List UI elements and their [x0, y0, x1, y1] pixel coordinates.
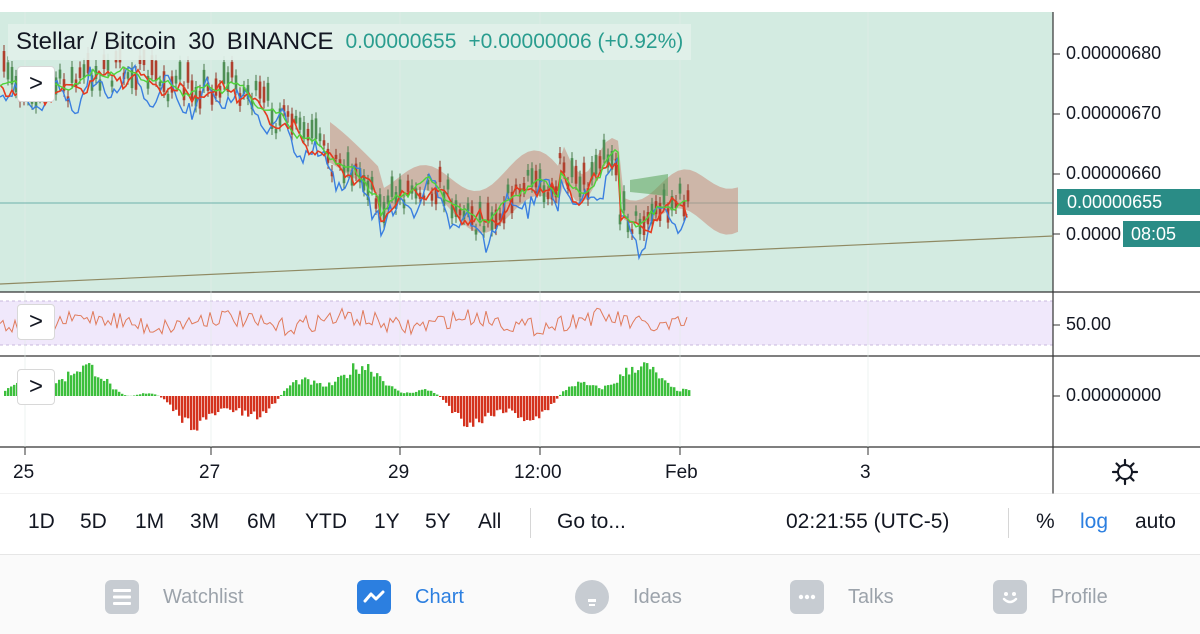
symbol-legend[interactable]: Stellar / Bitcoin 30 BINANCE 0.00000655 …	[8, 24, 692, 60]
macd-level-label: 0.00000000	[1066, 385, 1162, 405]
range-1m-button[interactable]: 1M	[135, 510, 165, 533]
range-1d-button[interactable]: 1D	[28, 510, 55, 533]
lagging-span-line	[0, 63, 688, 261]
time-axis-label: 29	[388, 462, 410, 483]
time-axis-label: Feb	[665, 462, 698, 483]
symbol-name: Stellar / Bitcoin	[16, 28, 177, 55]
percent-scale-toggle[interactable]: %	[1036, 510, 1055, 533]
chart-canvas[interactable]	[0, 0, 1200, 494]
tab-profile[interactable]: Profile	[993, 579, 1108, 615]
log-scale-toggle[interactable]: log	[1080, 510, 1109, 533]
toolbar-divider	[1008, 508, 1009, 538]
tab-chart[interactable]: Chart	[357, 579, 464, 615]
range-6m-button[interactable]: 6M	[247, 510, 277, 533]
rsi-level-label: 50.00	[1066, 314, 1112, 334]
range-toolbar: 1D 5D 1M 3M 6M YTD 1Y 5Y All Go to... 02…	[0, 494, 1200, 554]
clock-timezone[interactable]: 02:21:55 (UTC-5)	[786, 510, 950, 533]
tab-label: Chart	[415, 585, 464, 608]
base-line	[0, 66, 688, 228]
list-icon	[105, 580, 139, 614]
range-5y-button[interactable]: 5Y	[425, 510, 451, 533]
bar-countdown-tag: 08:05	[1123, 221, 1200, 247]
trend-line	[0, 235, 1054, 285]
chevron-right-icon: >	[28, 373, 43, 400]
legend-change: +0.00000006 (+0.92%)	[468, 30, 684, 53]
chevron-right-icon: >	[28, 308, 43, 335]
current-price-tag: 0.00000655	[1057, 189, 1200, 215]
conversion-line	[0, 68, 688, 234]
time-axis-label: 3	[860, 462, 871, 483]
main-pane-toggle-button[interactable]: >	[17, 66, 55, 102]
gear-icon[interactable]	[1110, 457, 1140, 487]
tab-label: Talks	[848, 585, 894, 608]
tab-watchlist[interactable]: Watchlist	[105, 579, 243, 615]
symbol-exchange: BINANCE	[226, 28, 334, 55]
price-axis-label: 0.00000670	[1066, 103, 1162, 123]
chat-bubble-icon	[790, 580, 824, 614]
rsi-line	[0, 307, 688, 337]
tab-talks[interactable]: Talks	[790, 579, 894, 615]
range-5d-button[interactable]: 5D	[80, 510, 107, 533]
auto-scale-toggle[interactable]: auto	[1135, 510, 1176, 533]
range-ytd-button[interactable]: YTD	[305, 510, 347, 533]
chart-line-icon	[357, 580, 391, 614]
price-axis-label: 0.00000660	[1066, 163, 1162, 183]
range-all-button[interactable]: All	[478, 510, 502, 533]
tab-ideas[interactable]: Ideas	[575, 579, 682, 615]
toolbar-divider	[530, 508, 531, 538]
ichimoku-cloud-bull	[630, 174, 668, 196]
smiley-icon	[993, 580, 1027, 614]
rsi-pane-toggle-button[interactable]: >	[17, 304, 55, 340]
bottom-tab-bar: Watchlist Chart Ideas Talks Profile	[0, 554, 1200, 634]
lightbulb-icon	[575, 580, 609, 614]
range-1y-button[interactable]: 1Y	[374, 510, 400, 533]
goto-button[interactable]: Go to...	[557, 510, 626, 533]
price-axis-label: 0.0000	[1066, 224, 1122, 244]
macd-pane-toggle-button[interactable]: >	[17, 369, 55, 405]
time-axis-label: 27	[199, 462, 221, 483]
chevron-right-icon: >	[28, 70, 43, 97]
symbol-interval: 30	[188, 28, 215, 55]
legend-price: 0.00000655	[345, 30, 457, 53]
range-3m-button[interactable]: 3M	[190, 510, 220, 533]
tab-label: Watchlist	[163, 585, 244, 608]
time-axis-label: 25	[13, 462, 35, 483]
tab-label: Profile	[1051, 585, 1108, 608]
tab-label: Ideas	[633, 585, 682, 608]
time-axis-label: 12:00	[514, 462, 562, 483]
price-axis-label: 0.00000680	[1066, 43, 1162, 63]
